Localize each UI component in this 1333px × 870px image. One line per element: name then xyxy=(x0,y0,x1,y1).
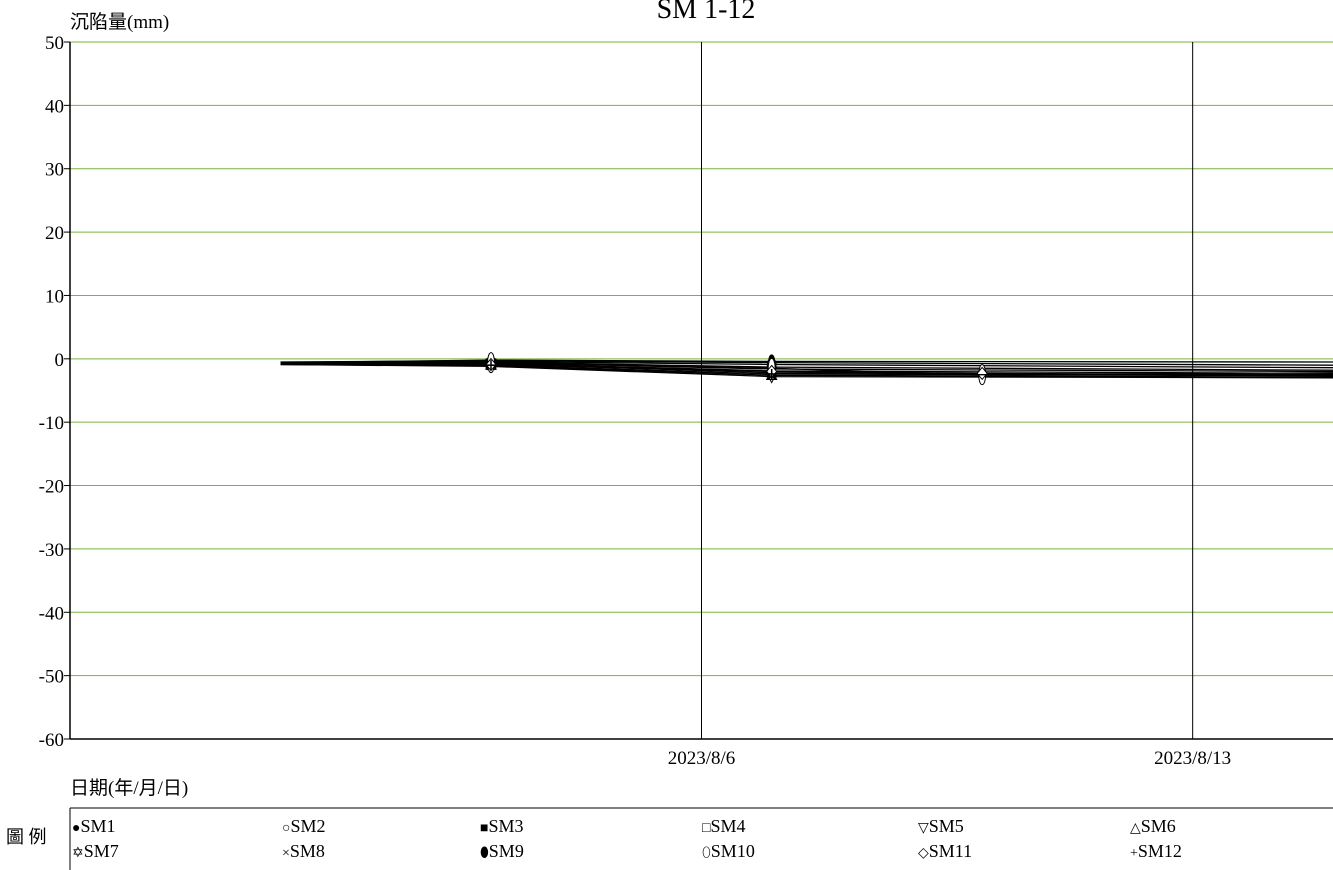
y-tick-label: -50 xyxy=(39,667,64,688)
legend-label: SM2 xyxy=(290,816,325,836)
y-tick-label: -40 xyxy=(39,603,64,624)
legend-symbol-icon: △ xyxy=(1130,821,1141,836)
legend-item-sm12: +SM12 xyxy=(1130,841,1182,861)
y-tick-label: 50 xyxy=(45,33,64,54)
chart-title: SM 1-12 xyxy=(657,0,756,25)
legend-label: SM6 xyxy=(1141,816,1176,836)
y-tick-label: -60 xyxy=(39,730,64,751)
legend-item-sm6: △SM6 xyxy=(1130,816,1176,836)
legend-label: SM10 xyxy=(711,841,755,861)
legend-item-sm8: ×SM8 xyxy=(282,841,325,861)
legend-symbol-icon: ■ xyxy=(480,821,488,836)
legend-item-sm4: □SM4 xyxy=(702,816,745,836)
legend-title: 圖 例 xyxy=(6,827,47,847)
legend-item-sm9: ⬮SM9 xyxy=(480,841,524,861)
x-tick-label: 2023/8/6 xyxy=(668,748,736,769)
legend-item-sm1: ●SM1 xyxy=(72,816,115,836)
legend-label: SM3 xyxy=(488,816,523,836)
legend-symbol-icon: ⬯ xyxy=(702,846,711,861)
data-point xyxy=(766,369,777,380)
legend-symbol-icon: ◇ xyxy=(918,846,929,861)
data-point xyxy=(486,360,496,371)
y-tick-label: -10 xyxy=(39,413,64,434)
series-group xyxy=(280,352,1333,386)
legend-symbol-icon: ▽ xyxy=(918,821,929,836)
y-tick-label: 40 xyxy=(45,96,64,117)
legend-item-sm10: ⬯SM10 xyxy=(702,841,755,861)
legend-label: SM1 xyxy=(80,816,115,836)
legend-label: SM4 xyxy=(710,816,745,836)
x-tick-label: 2023/8/13 xyxy=(1154,748,1231,769)
legend-symbol-icon: ⬮ xyxy=(480,846,489,861)
legend-symbol-icon: ✡ xyxy=(72,846,84,861)
legend-items: ●SM1 ○SM2 ■SM3 □SM4 ▽SM5 △SM6✡SM7 ×SM8 ⬮SM9 ⬯SM1… xyxy=(72,816,1182,861)
series-line-sm12 xyxy=(280,363,1333,377)
y-tick-labels: 50 40 30 20 10 0 -10 -20 -30 -40 -50 -60 xyxy=(39,33,64,751)
grid xyxy=(70,41,1333,739)
series-line-sm9 xyxy=(280,359,1333,364)
legend-label: SM8 xyxy=(290,841,325,861)
data-point xyxy=(976,366,988,381)
legend-symbol-icon: ● xyxy=(72,821,80,836)
legend-item-sm11: ◇SM11 xyxy=(918,841,972,861)
y-tick-label: 10 xyxy=(45,286,64,307)
y-tick-label: 0 xyxy=(55,350,65,371)
legend-item-sm3: ■SM3 xyxy=(480,816,523,836)
y-tick-label: -20 xyxy=(39,477,64,498)
legend-label: SM11 xyxy=(929,841,972,861)
legend-label: SM12 xyxy=(1138,841,1182,861)
y-tick-label: -30 xyxy=(39,540,64,561)
legend-symbol-icon: + xyxy=(1130,846,1138,861)
y-tick-label: 20 xyxy=(45,223,64,244)
legend-label: SM9 xyxy=(489,841,524,861)
legend-item-sm2: ○SM2 xyxy=(282,816,325,836)
y-tick-label: 30 xyxy=(45,160,64,181)
series-sm12 xyxy=(280,360,1333,380)
legend-symbol-icon: × xyxy=(282,846,290,861)
y-axis-label: 沉陷量(mm) xyxy=(70,11,169,33)
legend-item-sm5: ▽SM5 xyxy=(918,816,964,836)
legend-symbol-icon: □ xyxy=(702,821,711,836)
legend-item-sm7: ✡SM7 xyxy=(72,841,119,861)
legend-label: SM5 xyxy=(929,816,964,836)
legend-label: SM7 xyxy=(84,841,119,861)
legend-symbol-icon: ○ xyxy=(282,821,290,836)
legend: 圖 例 ●SM1 ○SM2 ■SM3 □SM4 ▽SM5 △SM6 ✡SM7 ×SM8 ⬮SM9… xyxy=(6,807,1333,870)
axes xyxy=(64,41,1333,740)
x-tick-labels: 2023/8/6 2023/8/13 xyxy=(668,748,1231,769)
x-axis-label: 日期(年/月/日) xyxy=(70,777,188,799)
